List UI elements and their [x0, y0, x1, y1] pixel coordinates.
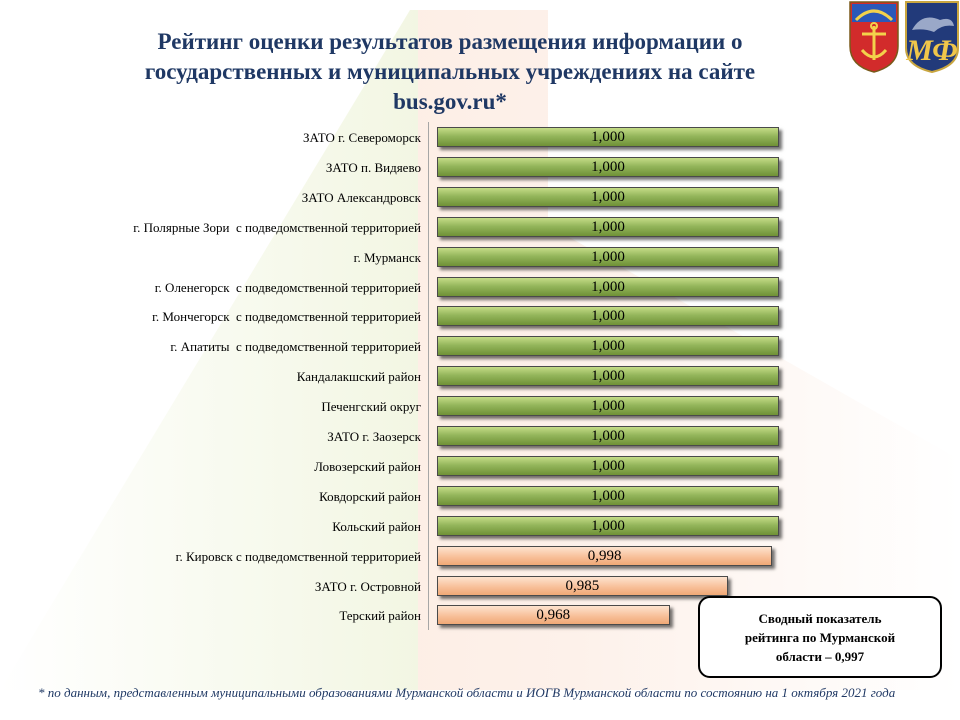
bar: 1,000 — [437, 455, 779, 476]
bar: 0,985 — [437, 575, 728, 596]
bar: 0,968 — [437, 605, 670, 626]
bar-value-label: 1,000 — [591, 129, 625, 145]
bar: 1,000 — [437, 426, 779, 446]
ministry-finance-logo-icon: МФ — [905, 1, 959, 74]
bar: 1,000 — [437, 216, 779, 237]
bar-value-label: 1,000 — [591, 218, 625, 235]
category-label: Терский район — [339, 608, 421, 624]
summary-text: Сводный показатель рейтинга по Мурманско… — [744, 611, 896, 664]
bar-value-label: 1,000 — [591, 158, 625, 175]
category-label: г. Апатиты с подведомственной территорие… — [170, 339, 421, 355]
category-label: Кольский район — [332, 518, 421, 534]
bar-value-label: 1,000 — [591, 278, 625, 295]
category-label: ЗАТО п. Видяево — [325, 159, 421, 175]
bar-value-label: 1,000 — [591, 188, 625, 205]
bar-value-label: 0,968 — [536, 607, 571, 624]
bar-value-label: 1,000 — [591, 398, 625, 415]
bar: 1,000 — [437, 366, 779, 387]
emblems: МФ — [849, 1, 959, 74]
bar: 1,000 — [437, 127, 779, 147]
bar: 1,000 — [437, 246, 779, 267]
bar: 1,000 — [437, 336, 779, 357]
murmansk-coat-of-arms-icon — [849, 1, 899, 73]
page-title: Рейтинг оценки результатов размещения ин… — [144, 29, 756, 114]
category-label: ЗАТО Александровск — [301, 189, 421, 205]
bar-value-label: 1,000 — [591, 487, 625, 504]
bar-value-label: 1,000 — [591, 248, 625, 265]
bar: 1,000 — [437, 485, 779, 506]
bar: 1,000 — [437, 156, 779, 177]
category-label: ЗАТО г. Североморск — [302, 130, 421, 145]
bar-value-label: 1,000 — [591, 517, 625, 534]
bar-value-label: 1,000 — [591, 308, 625, 325]
bar: 1,000 — [437, 186, 779, 207]
bar: 1,000 — [437, 515, 779, 536]
category-label: г. Полярные Зори с подведомственной терр… — [133, 219, 421, 235]
category-axis — [428, 122, 429, 630]
bar-value-label: 1,000 — [591, 368, 625, 385]
bar: 1,000 — [437, 306, 779, 327]
bar: 1,000 — [437, 276, 779, 297]
category-label: г. Кировск с подведомственной территорие… — [175, 548, 421, 564]
bar-value-label: 1,000 — [591, 457, 625, 474]
bar-value-label: 1,000 — [591, 428, 625, 444]
category-label: Печенгский округ — [321, 399, 421, 415]
category-label: г. Мончегорск с подведомственной террито… — [152, 309, 421, 325]
category-label: ЗАТО г. Островной — [314, 578, 421, 594]
bar-value-label: 1,000 — [591, 338, 625, 355]
category-label: ЗАТО г. Заозерск — [327, 429, 421, 444]
category-label: Ковдорский район — [319, 488, 421, 504]
bar-value-label: 0,985 — [565, 577, 600, 594]
svg-text:МФ: МФ — [905, 34, 957, 67]
bar: 0,998 — [437, 545, 773, 566]
category-label: г. Мурманск — [353, 249, 421, 265]
category-label: Ловозерский район — [314, 458, 421, 474]
bar-value-label: 0,998 — [587, 547, 622, 564]
category-label: Кандалакшский район — [296, 369, 421, 385]
category-label: г. Оленегорск с подведомственной террито… — [154, 279, 421, 295]
bar: 1,000 — [437, 396, 779, 417]
summary-box: Сводный показатель рейтинга по Мурманско… — [698, 596, 942, 678]
footnote: * по данным, представленным муниципальны… — [38, 685, 896, 700]
